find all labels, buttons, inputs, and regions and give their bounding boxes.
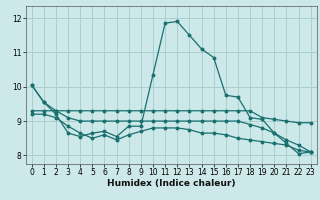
X-axis label: Humidex (Indice chaleur): Humidex (Indice chaleur) [107, 179, 236, 188]
